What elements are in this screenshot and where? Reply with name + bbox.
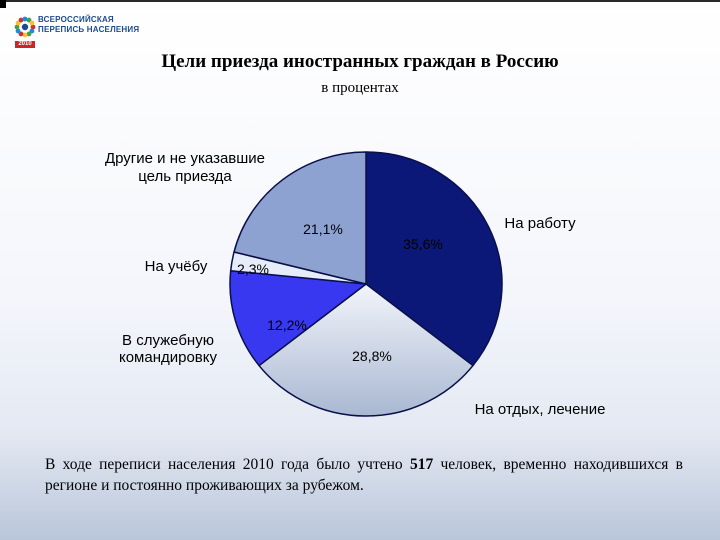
logo-dot [29, 20, 35, 26]
logo-text-line2: ПЕРЕПИСЬ НАСЕЛЕНИЯ [38, 25, 140, 34]
logo-emblem-icon [14, 16, 36, 38]
top-border-line [0, 0, 720, 2]
pie-slice-other [233, 151, 367, 285]
census-footnote: В ходе переписи населения 2010 года было… [45, 454, 683, 496]
footnote-count: 517 [409, 456, 434, 473]
data-label-business: 12,2% [267, 317, 307, 333]
category-label-other-line1: Другие и не указавшие [105, 150, 265, 167]
chart-subtitle: в процентах [321, 80, 399, 96]
logo-dot [26, 17, 32, 23]
logo-text: ВСЕРОССИЙСКАЯ ПЕРЕПИСЬ НАСЕЛЕНИЯ [38, 15, 139, 35]
logo-dot [22, 16, 28, 22]
logo-dot [26, 31, 32, 37]
census-logo [14, 16, 36, 38]
pie-slice-work [365, 151, 503, 367]
data-label-other: 21,1% [303, 221, 343, 237]
category-label-study: На учёбу [145, 258, 208, 275]
corner-mark [0, 0, 6, 8]
category-label-business-line2: командировку [119, 349, 218, 366]
data-label-work: 35,6% [403, 236, 443, 252]
logo-dot [14, 24, 20, 30]
logo-dot [18, 17, 24, 23]
logo-core [21, 23, 29, 31]
category-label-business-line1: В служебную [122, 332, 214, 349]
logo-dot [30, 24, 36, 30]
logo-dot [18, 31, 24, 37]
pie-slices [229, 151, 503, 417]
logo-dot [29, 28, 35, 34]
data-label-rest: 28,8% [352, 348, 392, 364]
logo-dot [15, 20, 21, 26]
logo-text-line1: ВСЕРОССИЙСКАЯ [38, 15, 114, 24]
pie-slice-business [229, 270, 367, 367]
chart-title: Цели приезда иностранных граждан в Росси… [161, 51, 559, 72]
logo-year-badge: 2010 [15, 41, 35, 48]
category-label-other-line2: цель приезда [138, 168, 232, 185]
data-label-study: 2,3% [237, 261, 269, 277]
category-label-work: На работу [504, 215, 576, 232]
footnote-text-start: В ходе переписи населения 2010 года было… [45, 456, 410, 473]
category-label-rest: На отдых, лечение [475, 401, 606, 418]
footnote-text-end: человек, временно находившихся в регионе… [45, 456, 683, 494]
pie-slice-rest [258, 283, 474, 417]
logo-dot [22, 32, 28, 38]
logo-dot [15, 28, 21, 34]
